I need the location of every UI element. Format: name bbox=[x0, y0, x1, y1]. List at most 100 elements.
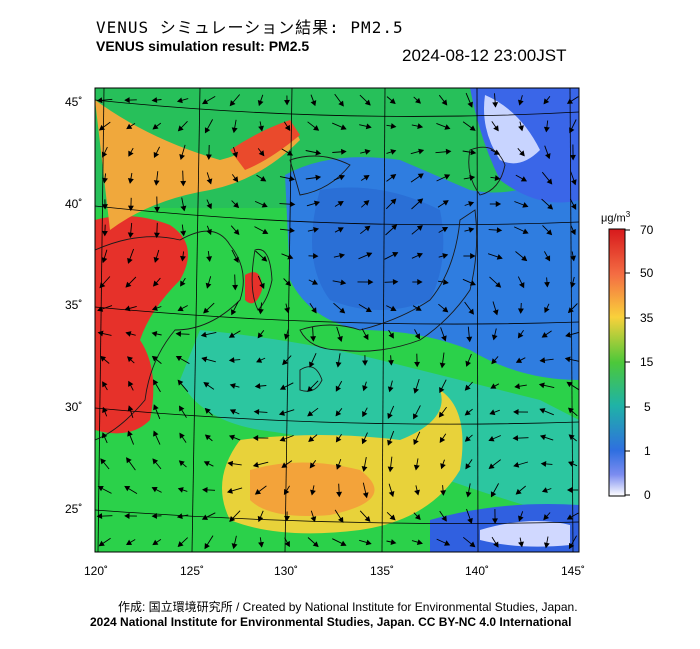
wind-arrow-head bbox=[201, 514, 209, 520]
wind-arrow-head bbox=[228, 434, 235, 441]
wind-arrow-head bbox=[202, 486, 208, 493]
lon-label-125: 125˚ bbox=[180, 564, 204, 578]
wind-arrow-head bbox=[283, 488, 290, 495]
wind-arrow-head bbox=[127, 178, 134, 184]
wind-arrow-head bbox=[98, 540, 105, 547]
wind-arrow-head bbox=[363, 200, 370, 206]
colorbar-tick-0: 0 bbox=[644, 488, 651, 502]
wind-arrow-head bbox=[231, 127, 238, 134]
wind-arrow-head bbox=[100, 355, 107, 362]
wind-arrow-head bbox=[125, 281, 132, 288]
wind-arrow-head bbox=[362, 411, 368, 418]
wind-arrow-head bbox=[151, 97, 158, 103]
wind-arrow-head bbox=[281, 462, 288, 468]
wind-arrow-head bbox=[540, 460, 547, 467]
wind-arrow-head bbox=[568, 542, 575, 550]
wind-arrow-head bbox=[284, 124, 291, 131]
wind-arrow-head bbox=[307, 385, 314, 392]
wind-arrow-head bbox=[98, 124, 106, 131]
wind-arrow-head bbox=[203, 382, 210, 388]
wind-arrow-head bbox=[391, 224, 398, 231]
wind-arrow-head bbox=[289, 175, 295, 182]
wind-arrow-head bbox=[228, 332, 235, 338]
footer-license: 2024 National Institute for Environmenta… bbox=[90, 615, 572, 629]
wind-arrow-head bbox=[284, 99, 290, 106]
wind-arrow-head bbox=[254, 383, 261, 390]
wind-arrow-head bbox=[228, 357, 235, 364]
wind-arrow-head bbox=[388, 359, 394, 366]
wind-arrow-head bbox=[571, 203, 577, 210]
wind-arrow-head bbox=[284, 515, 290, 522]
wind-arrow-head bbox=[124, 305, 131, 312]
wind-arrow-head bbox=[389, 98, 396, 105]
wind-arrow-head bbox=[336, 491, 343, 498]
wind-arrow-head bbox=[335, 410, 342, 417]
footer-credit: 作成: 国立環境研究所 / Created by National Instit… bbox=[118, 600, 578, 614]
wind-arrow-head bbox=[363, 333, 369, 341]
wind-arrow-head bbox=[464, 409, 471, 416]
wind-arrow-head bbox=[101, 177, 108, 184]
wind-arrow-head bbox=[205, 282, 212, 289]
wind-arrow-head bbox=[568, 407, 574, 414]
wind-arrow-head bbox=[361, 438, 368, 445]
wind-arrow-head bbox=[438, 411, 445, 418]
wind-arrow-head bbox=[441, 227, 449, 233]
wind-arrow-head bbox=[493, 541, 499, 548]
wind-arrow-head bbox=[520, 176, 528, 182]
wind-arrow-head bbox=[284, 307, 290, 314]
wind-arrow-head bbox=[101, 432, 108, 439]
wind-arrow-head bbox=[415, 97, 421, 104]
wind-arrow-head bbox=[566, 514, 573, 520]
wind-arrow-head bbox=[259, 282, 265, 289]
wind-arrow-head bbox=[414, 489, 420, 496]
wind-arrow-head bbox=[311, 279, 319, 285]
wind-arrow-head bbox=[154, 206, 161, 213]
wind-arrow-head bbox=[153, 151, 160, 159]
wind-arrow-head bbox=[492, 102, 499, 108]
wind-arrow-head bbox=[180, 205, 187, 212]
wind-arrow-head bbox=[283, 333, 290, 340]
wind-arrow-head bbox=[364, 99, 371, 106]
wind-arrow-head bbox=[413, 387, 419, 394]
graticule bbox=[95, 88, 579, 552]
wind-arrow-head bbox=[413, 464, 420, 471]
wind-arrow-head bbox=[390, 149, 397, 155]
wind-arrow-head bbox=[260, 176, 267, 182]
wind-arrow-head bbox=[539, 408, 546, 414]
wind-arrow-head bbox=[152, 123, 159, 130]
wind-arrow-head bbox=[177, 379, 184, 386]
wind-arrow-head bbox=[413, 438, 419, 446]
wind-arrow-head bbox=[514, 383, 520, 390]
wind-arrow-head bbox=[153, 404, 159, 411]
wind-arrow-head bbox=[416, 539, 423, 546]
wind-arrow-head bbox=[365, 306, 372, 313]
coastlines bbox=[95, 146, 506, 441]
wind-arrow-head bbox=[441, 335, 447, 342]
wind-arrow-head bbox=[464, 435, 471, 442]
concentration-field bbox=[95, 88, 579, 552]
wind-arrow-head bbox=[546, 229, 553, 236]
wind-arrow-head bbox=[518, 125, 524, 132]
wind-arrow-head bbox=[515, 357, 523, 363]
wind-arrow-head bbox=[387, 466, 394, 473]
wind-arrow-head bbox=[258, 125, 264, 132]
wind-arrow-head bbox=[545, 153, 551, 160]
wind-arrow-head bbox=[285, 280, 292, 287]
wind-arrow-head bbox=[468, 308, 474, 315]
wind-arrow-head bbox=[204, 127, 211, 134]
wind-arrow-head bbox=[517, 308, 524, 314]
wind-arrow-head bbox=[339, 252, 346, 259]
lat-label-35: 35˚ bbox=[65, 298, 82, 312]
wind-arrow-head bbox=[203, 307, 210, 314]
wind-arrow-head bbox=[539, 357, 546, 364]
wind-arrow-head bbox=[518, 282, 525, 289]
wind-arrow-head bbox=[335, 436, 342, 443]
wind-arrow-head bbox=[258, 541, 264, 548]
wind-arrow-head bbox=[522, 228, 529, 235]
wind-arrow-head bbox=[335, 463, 342, 470]
wind-arrow-head bbox=[311, 307, 317, 314]
wind-arrow-head bbox=[258, 150, 265, 157]
wind-arrow-head bbox=[252, 435, 259, 441]
wind-arrow-head bbox=[124, 513, 130, 519]
wind-arrow-head bbox=[233, 202, 240, 209]
